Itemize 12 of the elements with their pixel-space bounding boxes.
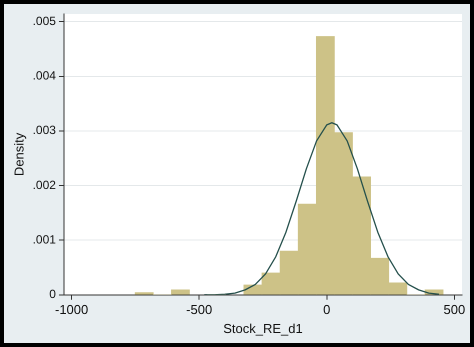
x-tick-label: -500 [186, 302, 212, 318]
y-tick-label: 0 [49, 287, 56, 302]
x-tick-label: 500 [443, 302, 466, 318]
x-tick-label: 0 [323, 302, 330, 318]
y-tick-label: .001 [32, 232, 56, 246]
y-tick-label: .005 [32, 14, 56, 28]
x-tick-label: -1000 [54, 302, 88, 318]
y-axis-title: Density [11, 132, 26, 176]
y-tick-label: .004 [32, 68, 56, 83]
y-tick-label: .003 [32, 123, 56, 138]
y-tick-label: .002 [32, 178, 56, 192]
x-axis-title: Stock_RE_d1 [223, 320, 303, 336]
